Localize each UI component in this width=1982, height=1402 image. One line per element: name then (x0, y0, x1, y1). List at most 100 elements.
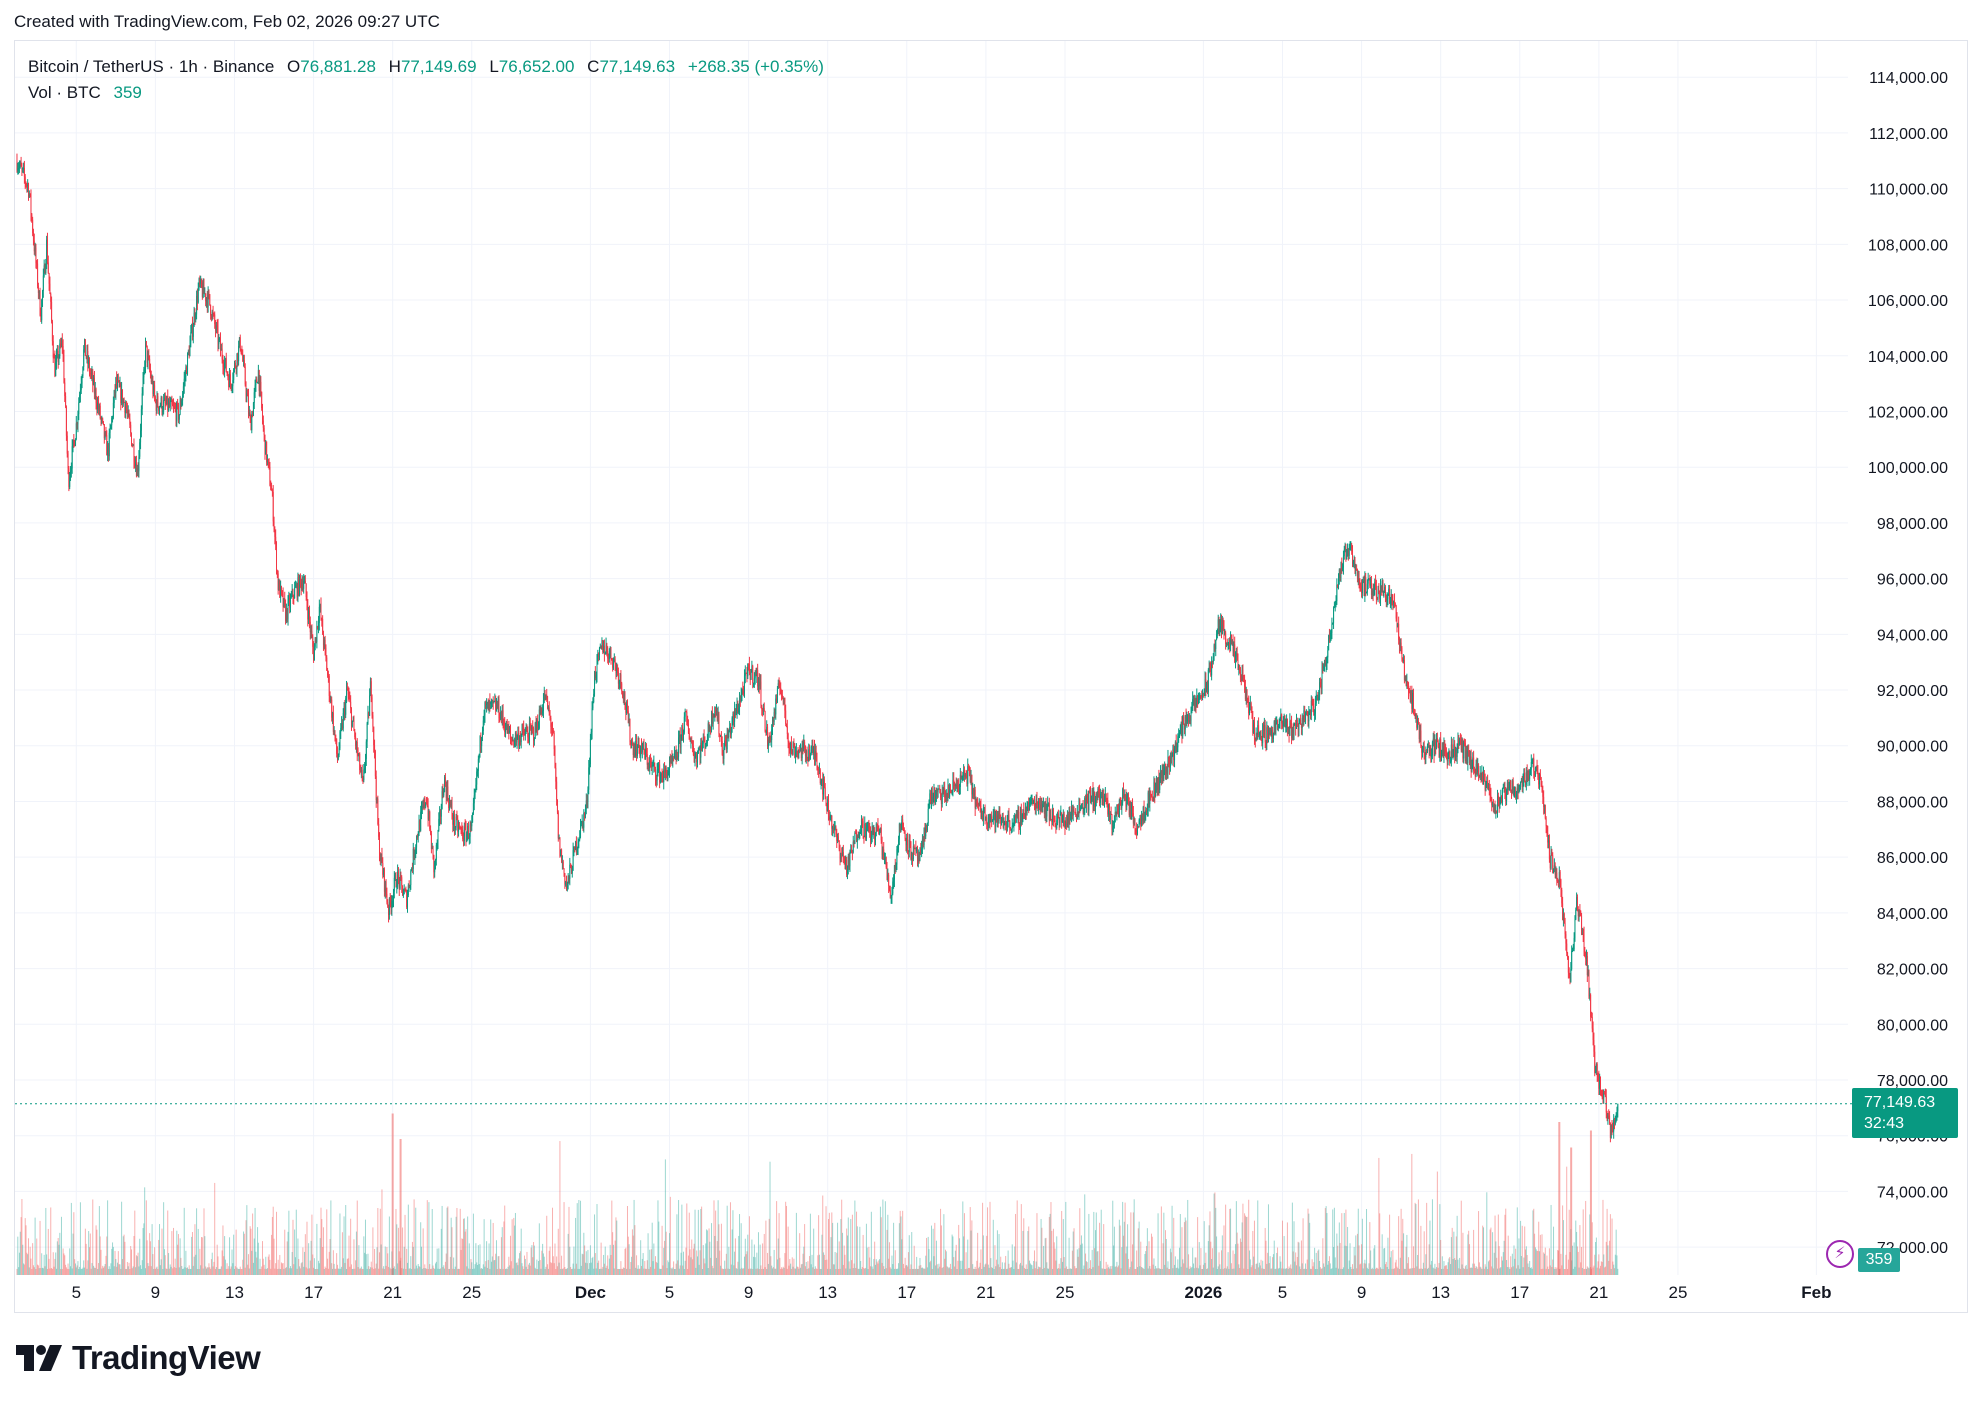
volume-bar (407, 1262, 409, 1275)
candle-body (706, 742, 708, 744)
volume-bar (1404, 1268, 1406, 1275)
volume-bar (1223, 1225, 1225, 1275)
candle-body (527, 731, 529, 738)
candle-body (388, 897, 390, 915)
volume-bar (382, 1268, 384, 1275)
volume-bar (1079, 1208, 1081, 1275)
volume-bar (23, 1263, 25, 1275)
candle-body (290, 597, 292, 608)
volume-bar (1117, 1267, 1119, 1275)
candle-body (1020, 808, 1022, 825)
volume-bar (1266, 1263, 1268, 1275)
candle-body (893, 879, 895, 882)
volume-bar (1258, 1262, 1260, 1275)
volume-bar (1309, 1222, 1311, 1275)
volume-bar (636, 1268, 638, 1275)
volume-bar (1581, 1246, 1583, 1275)
volume-bar (1022, 1230, 1024, 1275)
candle-body (1024, 807, 1026, 819)
volume-bar (333, 1263, 335, 1275)
candle-body (931, 793, 932, 803)
candle-body (41, 299, 43, 321)
candle-body (1140, 818, 1142, 827)
candle-body (308, 610, 310, 620)
volume-bar (1576, 1246, 1578, 1275)
candle-body (104, 432, 106, 439)
candle-body (524, 731, 526, 736)
volume-bar (1211, 1258, 1213, 1275)
volume-bar (1366, 1209, 1368, 1275)
volume-bar (733, 1265, 735, 1275)
volume-bar (634, 1225, 636, 1275)
candle-body (797, 752, 799, 755)
candle-body (977, 804, 979, 806)
candle-body (982, 809, 984, 820)
candle-body (1133, 820, 1135, 824)
volume-bar (1542, 1268, 1544, 1275)
candle-body (103, 424, 105, 439)
volume-bar (1473, 1229, 1475, 1275)
volume-bar (650, 1249, 652, 1275)
volume-bar (515, 1262, 517, 1275)
volume-bar (690, 1257, 692, 1275)
volume-bar (1297, 1241, 1299, 1275)
candle-body (981, 816, 983, 818)
volume-bar (1413, 1267, 1415, 1275)
volume-bar (832, 1222, 834, 1275)
candle-body (112, 417, 114, 419)
candle-body (735, 711, 737, 716)
chart-frame[interactable] (14, 40, 1968, 1313)
candle-body (102, 418, 104, 422)
candle-body (962, 775, 964, 777)
volume-bar (1247, 1269, 1249, 1275)
volume-bar (1436, 1171, 1438, 1275)
candle-body (669, 760, 671, 772)
candle-body (556, 781, 558, 800)
volume-bar (1052, 1268, 1054, 1275)
volume-bar (1517, 1265, 1519, 1275)
candle-body (996, 815, 998, 823)
volume-bar (38, 1268, 40, 1275)
candle-body (213, 313, 215, 315)
candle-body (539, 709, 541, 715)
volume-bar (1356, 1233, 1358, 1275)
volume-bar (1567, 1268, 1569, 1275)
candle-body (416, 835, 418, 838)
candle-body (601, 640, 603, 649)
candle-body (264, 434, 266, 455)
volume-bar (673, 1261, 675, 1275)
candle-body (1019, 826, 1021, 828)
candle-body (940, 797, 942, 804)
candle-body (832, 827, 834, 831)
candle-body (969, 770, 971, 782)
volume-bar (961, 1260, 963, 1275)
volume-bar (273, 1238, 275, 1275)
volume-bar (993, 1268, 995, 1275)
volume-bar (67, 1263, 69, 1275)
volume-bar (424, 1264, 426, 1275)
candle-body (861, 818, 863, 822)
volume-bar (157, 1268, 159, 1275)
candle-body (586, 800, 588, 802)
volume-bar (449, 1256, 451, 1275)
volume-bar (1401, 1240, 1403, 1275)
volume-bar (640, 1265, 642, 1275)
volume-bar (603, 1263, 605, 1275)
volume-bar (1353, 1246, 1355, 1275)
candle-body (327, 670, 329, 675)
candle-body (1202, 693, 1204, 695)
volume-bar (649, 1249, 651, 1275)
volume-bar (998, 1234, 1000, 1275)
candle-body (408, 885, 410, 888)
volume-bar (254, 1207, 256, 1275)
candle-body (821, 778, 823, 782)
candle-body (803, 742, 805, 749)
volume-bar (787, 1226, 789, 1275)
volume-bar (129, 1268, 131, 1275)
volume-bar (518, 1258, 520, 1275)
volume-bar (1383, 1248, 1385, 1275)
volume-bar (1576, 1231, 1578, 1275)
volume-bar (749, 1268, 751, 1275)
candle-body (936, 790, 938, 792)
